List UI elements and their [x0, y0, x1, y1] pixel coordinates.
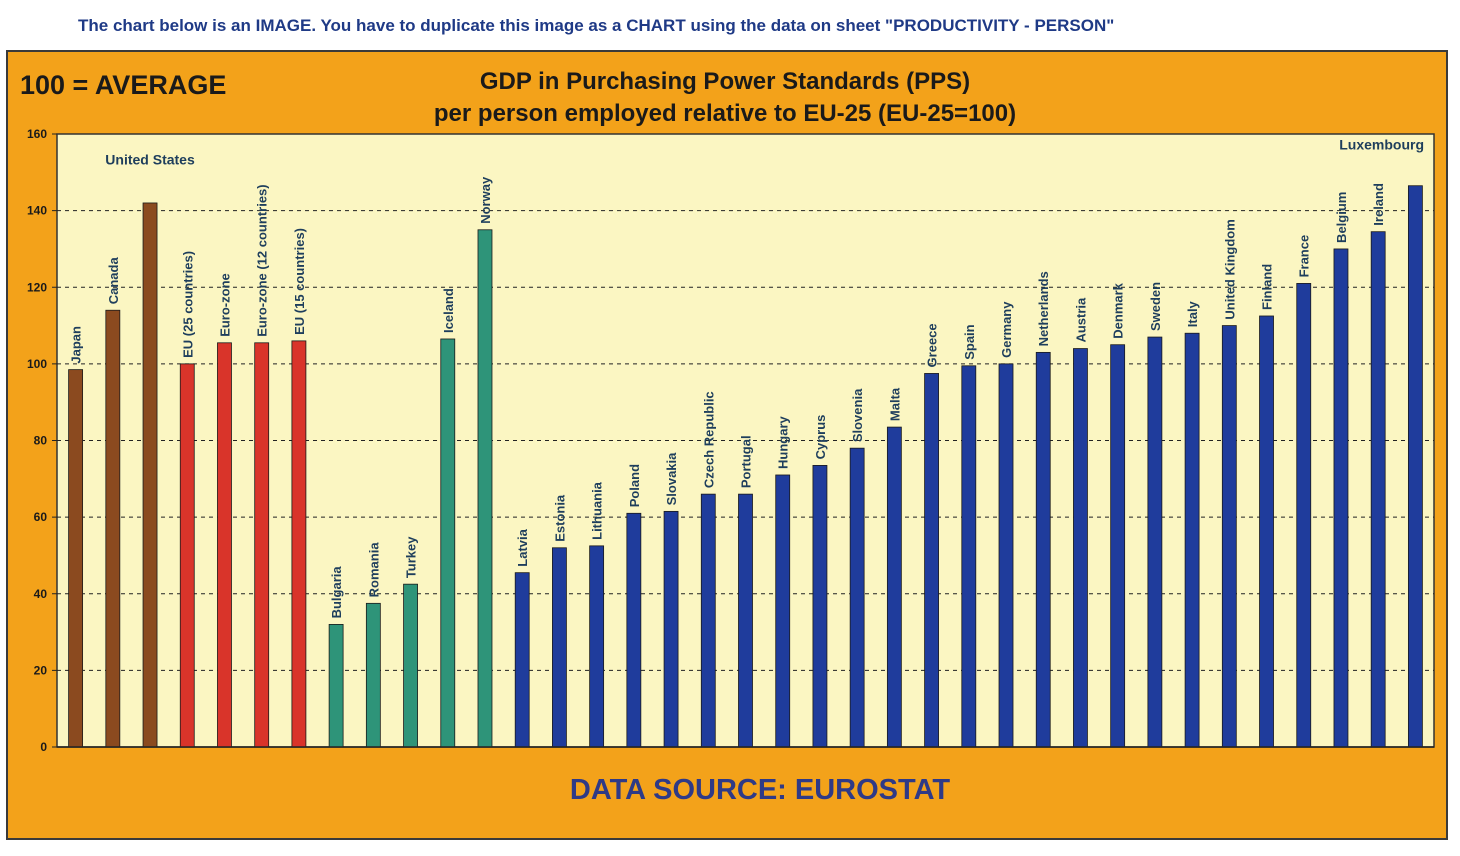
category-label: Slovakia [664, 452, 679, 506]
category-label: Slovenia [850, 388, 865, 442]
category-label: Lithuania [590, 481, 605, 540]
category-label: Germany [999, 301, 1014, 358]
bar [1036, 352, 1050, 747]
category-label: Poland [627, 464, 642, 507]
bar [739, 494, 753, 747]
category-label: Iceland [441, 288, 456, 333]
bar [180, 364, 194, 747]
y-tick-label: 0 [40, 740, 47, 754]
category-label: United Kingdom [1222, 219, 1237, 319]
bar [69, 370, 83, 747]
y-tick-label: 160 [27, 127, 47, 141]
bar [1334, 249, 1348, 747]
bar [664, 511, 678, 747]
category-label: Japan [69, 326, 84, 364]
category-label: Turkey [404, 536, 419, 578]
category-label: Malta [887, 387, 902, 421]
y-tick-label: 100 [27, 357, 47, 371]
bar [999, 364, 1013, 747]
bar [106, 310, 120, 747]
category-label: Italy [1185, 300, 1200, 327]
y-tick-label: 60 [34, 510, 48, 524]
category-label: Norway [478, 176, 493, 224]
bar [552, 548, 566, 747]
bar [1371, 232, 1385, 747]
category-label: Euro-zone [217, 273, 232, 337]
data-source: DATA SOURCE: EUROSTAT [460, 774, 1060, 807]
bar [1148, 337, 1162, 747]
bar [962, 366, 976, 747]
category-label: Portugal [739, 435, 754, 488]
category-label: Romania [366, 542, 381, 598]
y-tick-label: 140 [27, 204, 47, 218]
category-label: Bulgaria [329, 566, 344, 619]
bar [217, 343, 231, 747]
category-label: Hungary [776, 415, 791, 469]
bar [627, 513, 641, 747]
bar-chart: 0 20 40 60 80 100 120 140 160 Japan Canada United S… [0, 0, 1460, 856]
bar [255, 343, 269, 747]
category-label: Luxembourg [1339, 136, 1424, 152]
bar [1222, 326, 1236, 747]
bar [143, 203, 157, 747]
category-label: Sweden [1148, 282, 1163, 331]
bar [887, 427, 901, 747]
bar [1408, 186, 1422, 747]
category-label: France [1297, 235, 1312, 278]
category-label: EU (15 countries) [292, 228, 307, 335]
bar [1297, 283, 1311, 747]
category-label: Estonia [552, 494, 567, 542]
category-label: Cyprus [813, 415, 828, 460]
y-tick-label: 40 [34, 587, 48, 601]
bar [404, 584, 418, 747]
y-tick-label: 80 [34, 434, 48, 448]
bar [701, 494, 715, 747]
bar [590, 546, 604, 747]
y-tick-label: 20 [34, 663, 48, 677]
bar [1073, 349, 1087, 747]
category-label: Czech Republic [701, 391, 716, 488]
category-label: Netherlands [1036, 271, 1051, 346]
category-label: Euro-zone (12 countries) [255, 184, 270, 336]
bar [515, 573, 529, 747]
bar [1111, 345, 1125, 747]
bar [850, 448, 864, 747]
bar [441, 339, 455, 747]
y-tick-label: 120 [27, 280, 47, 294]
category-label: Belgium [1334, 192, 1349, 243]
bar [813, 465, 827, 747]
category-label: United States [105, 152, 195, 168]
bar [1260, 316, 1274, 747]
category-label: Austria [1073, 297, 1088, 343]
category-label: Denmark [1111, 282, 1126, 338]
bar [776, 475, 790, 747]
category-label: Latvia [515, 528, 530, 566]
bar [329, 624, 343, 747]
category-label: Ireland [1371, 183, 1386, 226]
category-label: Greece [925, 323, 940, 367]
category-label: Finland [1260, 264, 1275, 310]
bar [1185, 333, 1199, 747]
bar [292, 341, 306, 747]
category-label: Canada [106, 257, 121, 305]
bar [925, 373, 939, 747]
category-label: EU (25 countries) [180, 251, 195, 358]
bar [478, 230, 492, 747]
bar [366, 603, 380, 747]
category-label: Spain [962, 324, 977, 359]
